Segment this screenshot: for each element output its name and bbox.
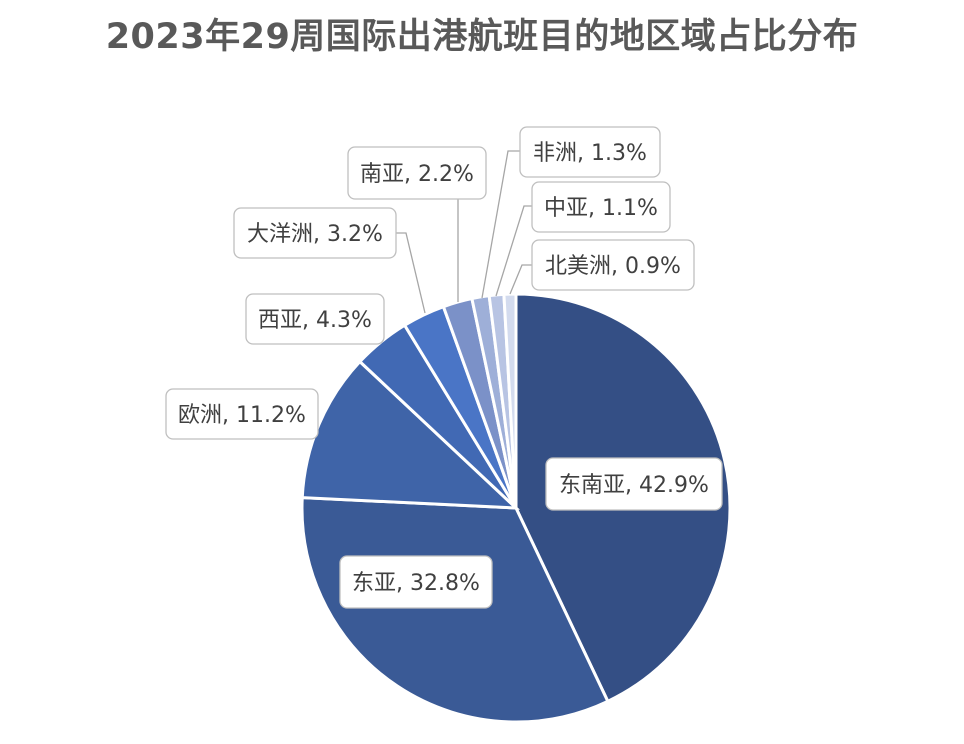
data-label-box: [545, 457, 723, 511]
data-label-1: 东南亚, 42.9%: [545, 457, 723, 511]
data-label-box: [339, 555, 493, 609]
data-label-text: 南亚, 2.2%: [360, 162, 474, 187]
chart-title: 2023年29周国际出港航班目的地区域占比分布: [105, 17, 859, 57]
data-label-box: [245, 293, 385, 345]
data-label-box: [531, 181, 671, 233]
pie-slice-9: [502, 292, 518, 509]
leader-line-8: [495, 205, 532, 297]
leader-line-7: [481, 150, 520, 299]
data-label-text: 中亚, 1.1%: [544, 196, 658, 221]
data-label-8: 中亚, 1.1%: [531, 181, 671, 233]
data-label-2: 东亚, 32.8%: [339, 555, 493, 609]
data-label-box: [347, 146, 487, 200]
data-label-3: 欧洲, 11.2%: [165, 388, 319, 440]
data-label-box: [233, 207, 397, 259]
data-label-text: 非洲, 1.3%: [533, 141, 647, 166]
data-label-7: 非洲, 1.3%: [519, 126, 661, 178]
pie-slice-2: [300, 495, 610, 724]
data-label-text: 大洋洲, 3.2%: [247, 222, 383, 247]
pie-slice-3: [300, 359, 521, 510]
data-label-box: [531, 239, 695, 291]
data-label-box: [165, 388, 319, 440]
leader-lines-layer: [396, 150, 532, 314]
data-labels-layer: 东南亚, 42.9% 东亚, 32.8% 欧洲, 11.2% 西亚, 4.3% 大洋洲,…: [165, 126, 723, 609]
data-label-text: 西亚, 4.3%: [258, 308, 372, 333]
leader-line-5: [396, 232, 426, 314]
data-label-box: [519, 126, 661, 178]
data-label-text: 东南亚, 42.9%: [559, 473, 709, 498]
leader-line-9: [509, 264, 532, 295]
data-label-9: 北美洲, 0.9%: [531, 239, 695, 291]
data-label-text: 欧洲, 11.2%: [178, 403, 306, 428]
data-label-text: 北美洲, 0.9%: [545, 254, 681, 279]
data-label-text: 东亚, 32.8%: [352, 571, 480, 596]
data-label-4: 西亚, 4.3%: [245, 293, 385, 345]
data-label-5: 大洋洲, 3.2%: [233, 207, 397, 259]
data-label-6: 南亚, 2.2%: [347, 146, 487, 200]
